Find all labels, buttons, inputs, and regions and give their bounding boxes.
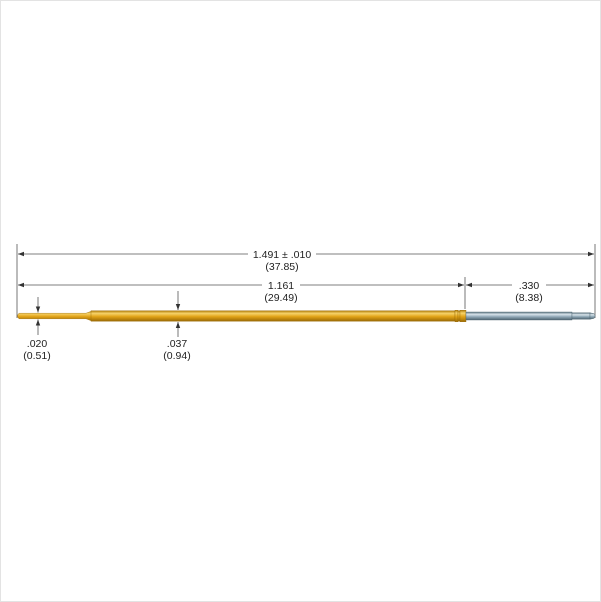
barrel-length-label: 1.161 xyxy=(268,280,294,292)
tip-diameter-metric: (0.51) xyxy=(23,350,50,362)
tip-diameter-callout: .020 (0.51) xyxy=(23,297,51,362)
probe-barrel xyxy=(17,310,467,323)
plunger-length-label: .330 xyxy=(519,280,540,292)
overall-length-metric: (37.85) xyxy=(265,261,298,273)
overall-length-dimension: 1.491 ± .010 (37.85) xyxy=(18,249,594,273)
body-diameter-metric: (0.94) xyxy=(163,350,190,362)
body-diameter-label: .037 xyxy=(167,338,188,350)
probe-plunger xyxy=(465,311,596,321)
tip-diameter-label: .020 xyxy=(27,338,48,350)
barrel-length-dimension: 1.161 (29.49) xyxy=(18,280,464,304)
overall-length-label: 1.491 ± .010 xyxy=(253,249,311,261)
plunger-length-metric: (8.38) xyxy=(515,292,542,304)
body-diameter-callout: .037 (0.94) xyxy=(163,291,191,362)
plunger-length-dimension: .330 (8.38) xyxy=(466,280,594,304)
barrel-length-metric: (29.49) xyxy=(264,292,297,304)
